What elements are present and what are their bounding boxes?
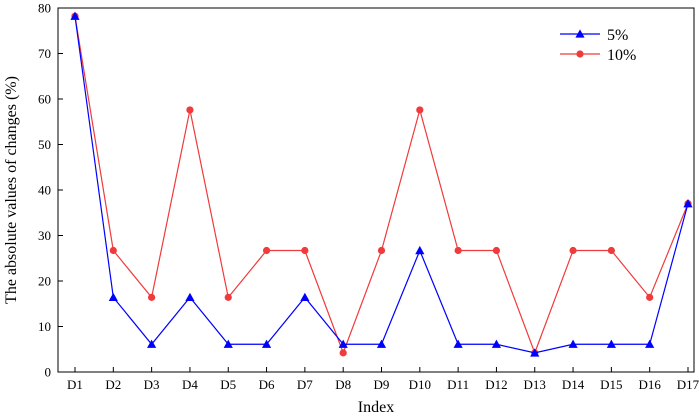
x-tick-label: D7: [297, 377, 313, 392]
x-tick-label: D14: [562, 377, 585, 392]
data-point: [376, 339, 387, 348]
x-tick-label: D13: [524, 377, 546, 392]
data-point: [148, 293, 156, 301]
y-tick-label: 10: [38, 319, 51, 334]
data-point: [147, 339, 157, 348]
data-point: [377, 246, 386, 255]
y-tick-label: 50: [38, 137, 51, 152]
x-tick-label: D4: [182, 377, 198, 392]
data-point: [300, 292, 310, 302]
y-tick-label: 80: [38, 1, 51, 16]
y-tick-label: 70: [38, 46, 51, 61]
data-point: [339, 349, 347, 357]
data-point: [70, 11, 80, 20]
data-point: [415, 245, 425, 255]
x-tick-label: D2: [105, 377, 121, 392]
data-point: [454, 246, 462, 255]
plot-frame: [57, 7, 695, 373]
legend: 5%10%: [560, 27, 636, 64]
data-point: [109, 246, 117, 255]
x-tick-label: D10: [409, 377, 431, 392]
data-point: [416, 106, 424, 114]
data-point: [606, 339, 616, 348]
x-axis: D1 D2 D3 D4 D5 D6 D7 D8 D9 D10 D11 D12 D13 D14 D15 D16 D…: [67, 367, 699, 392]
data-point: [645, 339, 655, 348]
series-line: [74, 16, 689, 354]
data-point: [569, 246, 577, 255]
y-tick-label: 0: [45, 365, 52, 380]
x-tick-label: D16: [638, 377, 661, 392]
data-point: [185, 292, 195, 302]
x-axis-title: Index: [358, 399, 394, 416]
x-tick-label: D8: [335, 377, 351, 392]
data-point: [108, 292, 118, 302]
data-point: [186, 106, 194, 114]
data-point: [301, 246, 309, 255]
data-point: [224, 293, 232, 301]
x-tick-label: D11: [447, 377, 469, 392]
y-axis: 0 10 20 30 40 50 60 70 80: [38, 1, 63, 380]
y-tick-label: 20: [38, 274, 51, 289]
y-axis-title: The absolute values of changes (%): [3, 76, 20, 304]
x-tick-label: D15: [600, 377, 622, 392]
data-point: [262, 246, 271, 255]
y-tick-label: 40: [38, 183, 51, 198]
x-tick-label: D12: [485, 377, 507, 392]
legend-marker: [575, 29, 585, 38]
series-2: [71, 12, 692, 357]
data-point: [646, 293, 654, 301]
data-point: [223, 339, 233, 348]
x-tick-label: D6: [259, 377, 275, 392]
x-tick-label: D17: [677, 377, 699, 392]
legend-marker: [576, 50, 584, 58]
data-point: [261, 339, 272, 348]
data-point: [453, 339, 463, 348]
series-1: [70, 11, 693, 357]
x-tick-label: D3: [144, 377, 160, 392]
x-tick-label: D1: [67, 377, 83, 392]
data-point: [530, 348, 540, 357]
legend-label: 10%: [607, 47, 636, 64]
data-point: [683, 199, 693, 208]
y-tick-label: 30: [38, 228, 51, 243]
data-point: [568, 339, 578, 348]
data-point: [492, 246, 501, 255]
data-point: [491, 339, 502, 348]
data-point: [607, 246, 615, 255]
x-tick-label: D9: [374, 377, 390, 392]
legend-label: 5%: [607, 27, 628, 44]
y-tick-label: 60: [38, 92, 51, 107]
series-line: [74, 16, 689, 355]
x-tick-label: D5: [220, 377, 236, 392]
data-point: [338, 339, 348, 348]
series-layer: [70, 11, 693, 357]
